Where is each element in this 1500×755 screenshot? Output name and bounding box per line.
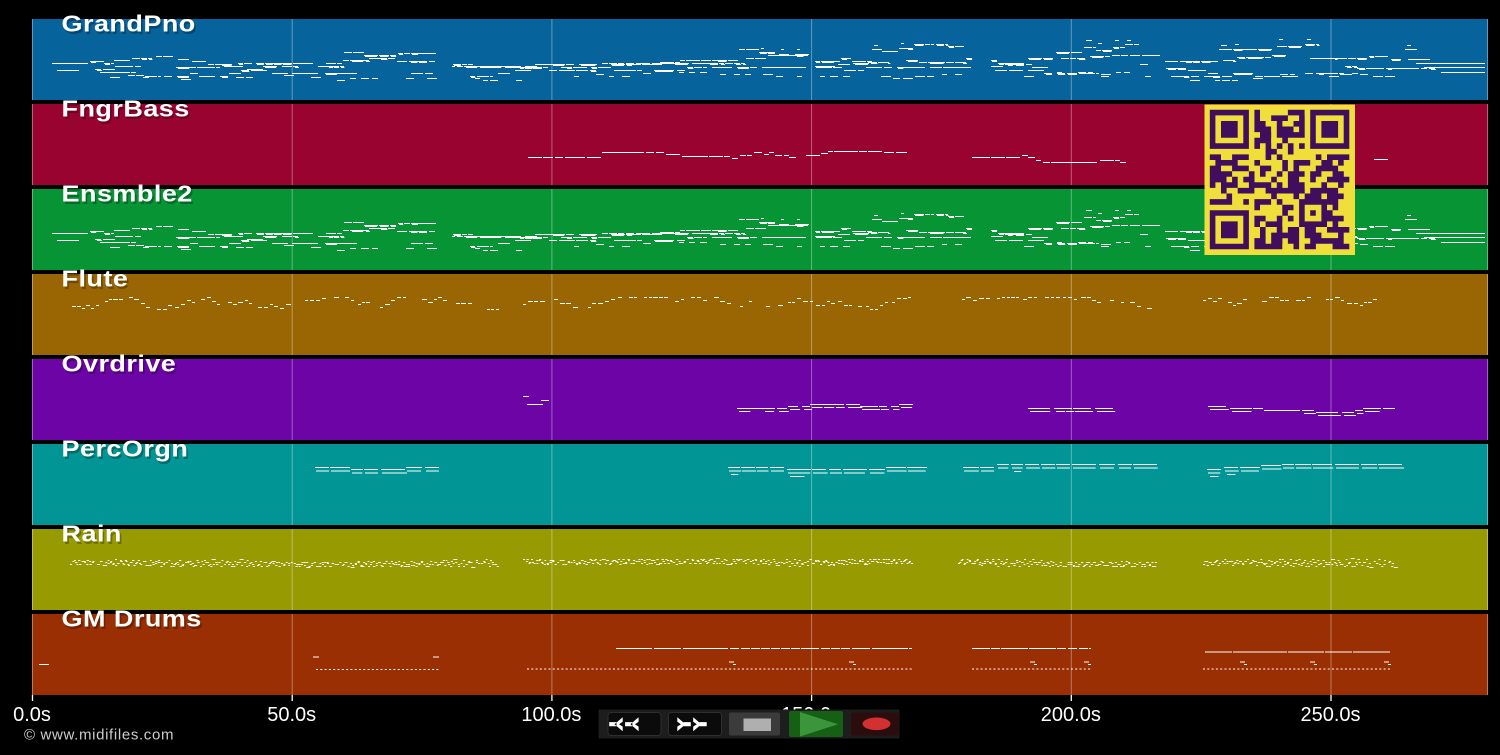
svg-text:GrandPno: GrandPno [62,11,196,37]
svg-text:Flute: Flute [62,266,129,292]
svg-text:Ensmble2: Ensmble2 [62,181,193,207]
svg-text:Ovrdrive: Ovrdrive [62,351,177,377]
svg-text:© www.midifiles.com: © www.midifiles.com [24,727,174,744]
svg-text:FngrBass: FngrBass [62,96,190,122]
svg-text:FngrBass: FngrBass [63,99,191,125]
svg-text:50.0s: 50.0s [267,704,316,726]
svg-text:GrandPno: GrandPno [63,14,197,40]
svg-text:GM Drums: GM Drums [63,609,203,635]
svg-text:Rain: Rain [62,521,122,547]
svg-text:GM Drums: GM Drums [62,606,202,632]
svg-text:Ovrdrive: Ovrdrive [63,354,178,380]
svg-text:Rain: Rain [63,524,123,550]
svg-text:200.0s: 200.0s [1041,704,1101,726]
svg-text:PercOrgn: PercOrgn [63,439,190,465]
svg-text:PercOrgn: PercOrgn [62,436,189,462]
svg-text:Ensmble2: Ensmble2 [63,184,194,210]
svg-text:Flute: Flute [63,269,130,295]
svg-text:0.0s: 0.0s [13,704,51,726]
svg-text:100.0s: 100.0s [521,704,581,726]
svg-text:250.0s: 250.0s [1300,704,1360,726]
